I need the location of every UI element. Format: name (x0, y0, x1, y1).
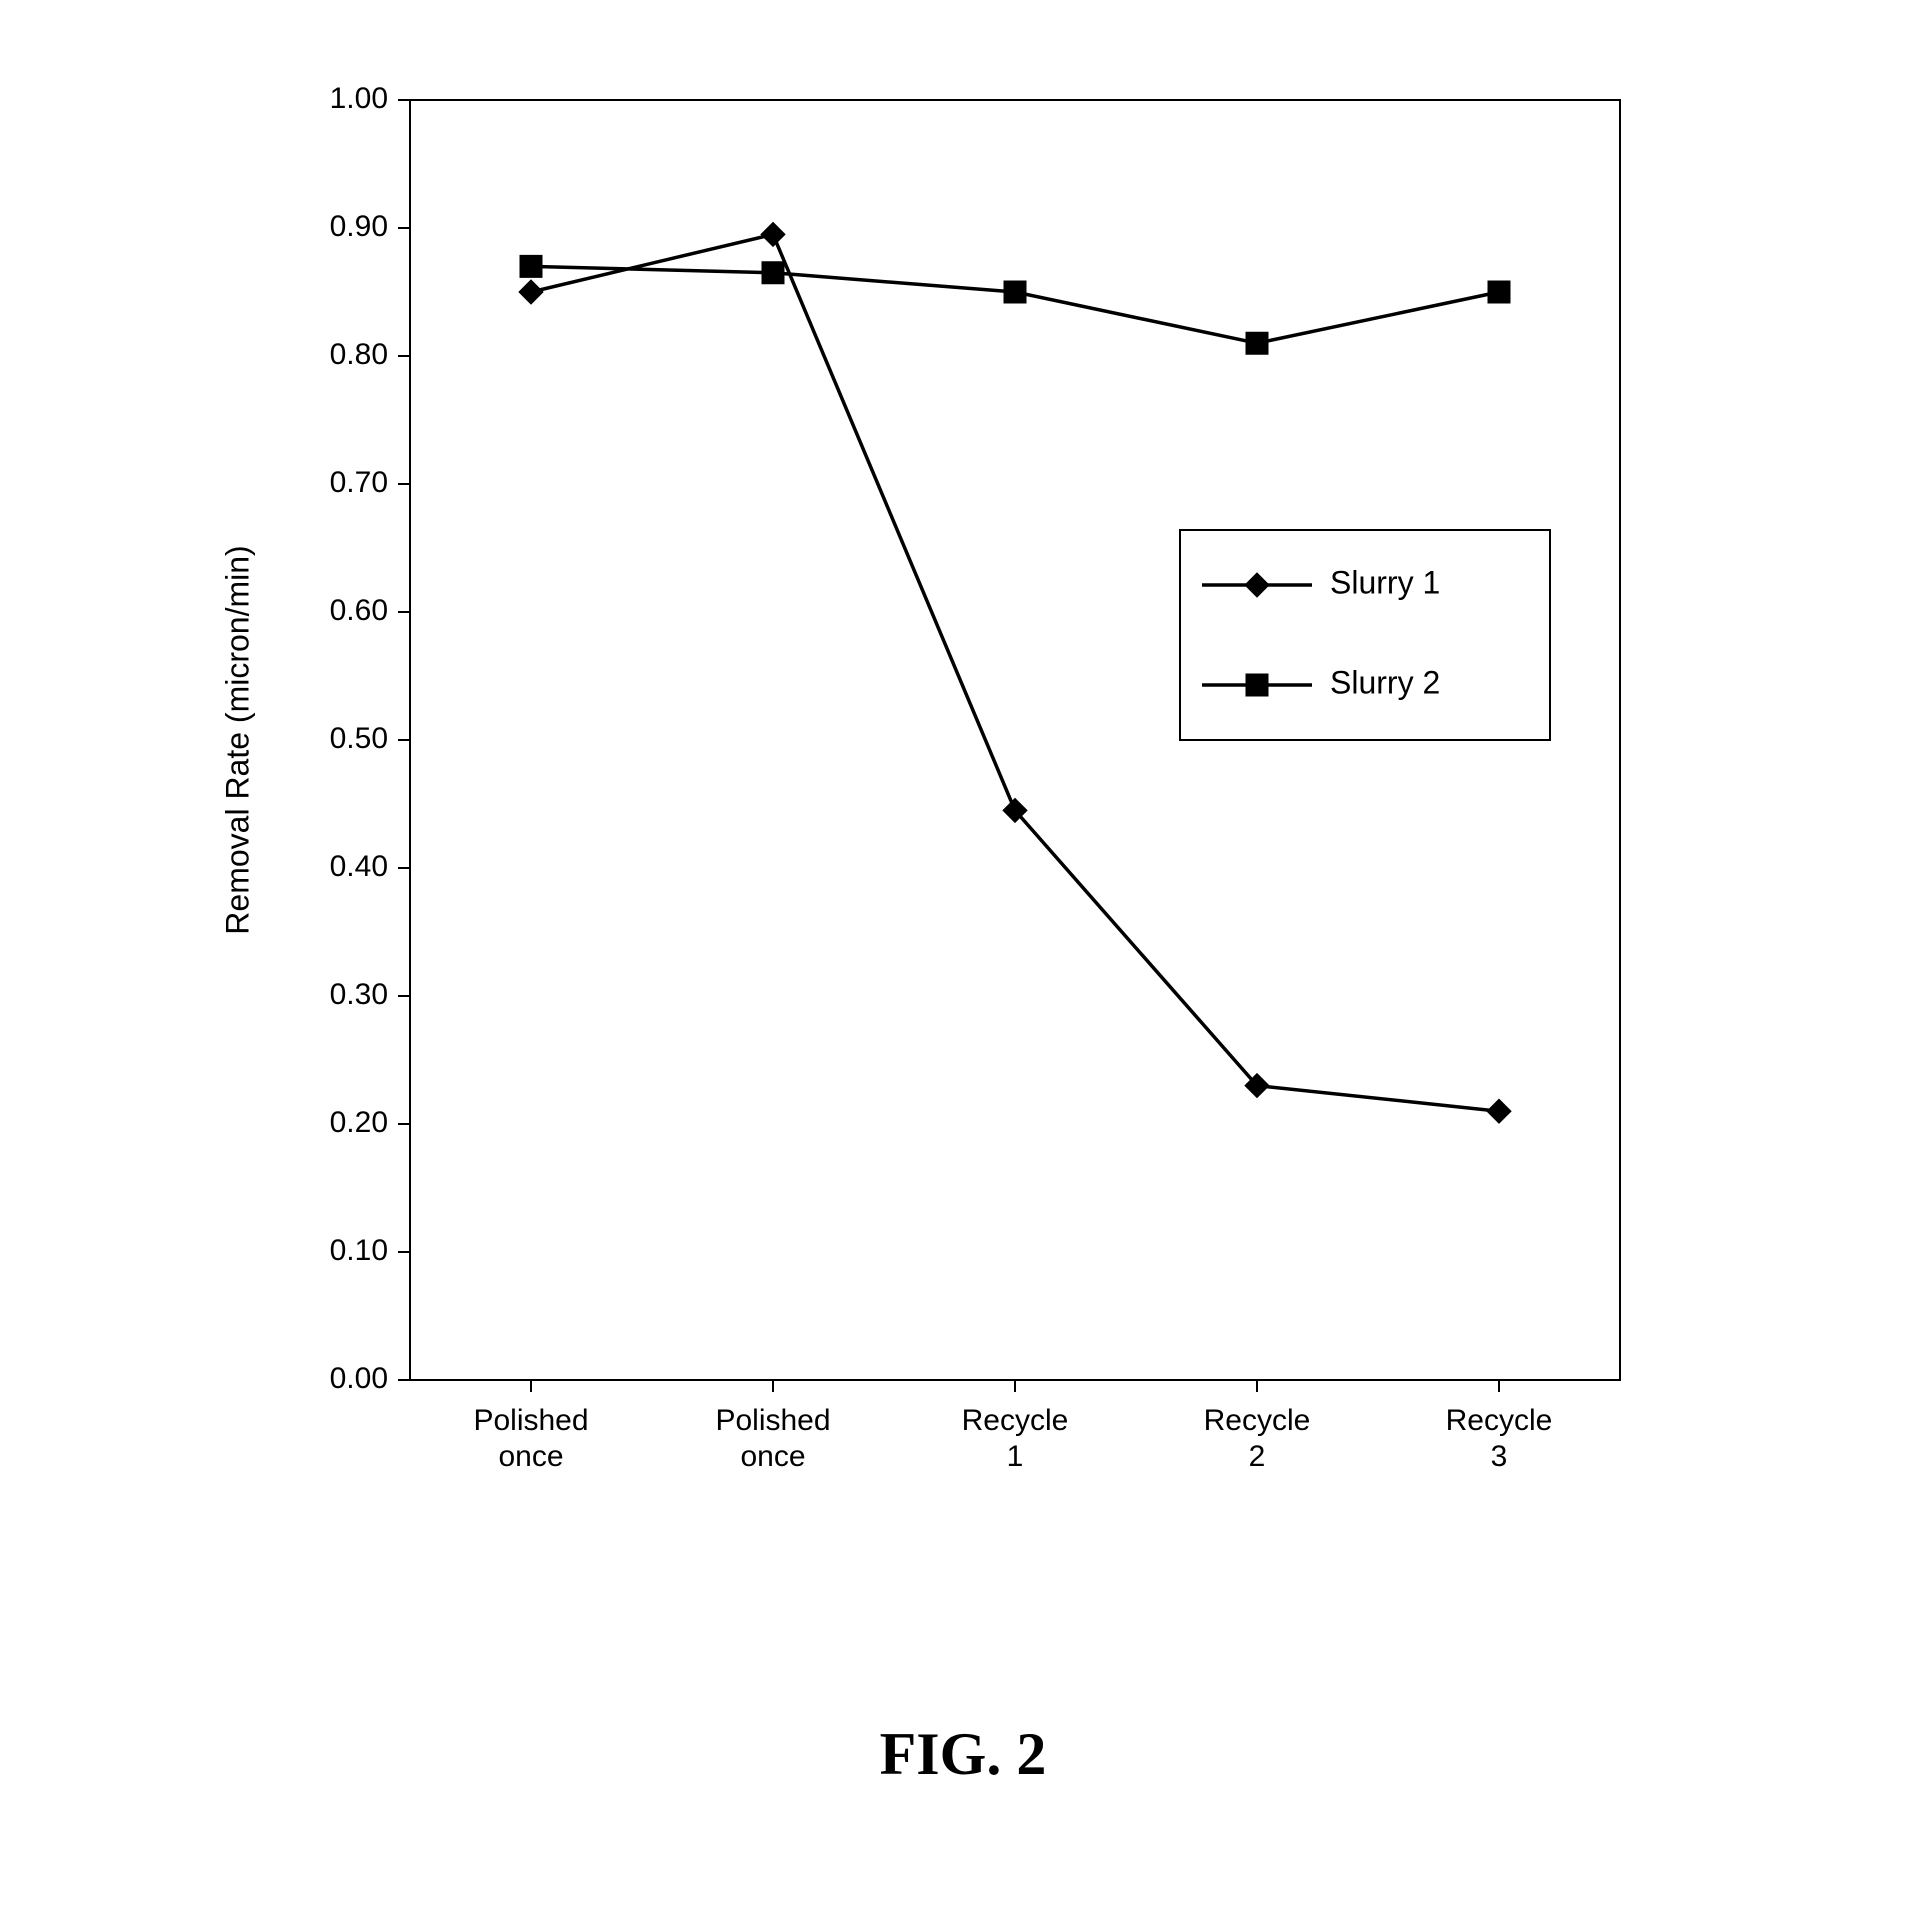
svg-text:Recycle1: Recycle1 (962, 1404, 1069, 1473)
svg-text:0.70: 0.70 (330, 466, 388, 499)
svg-text:Removal Rate (micron/min): Removal Rate (micron/min) (219, 545, 255, 934)
svg-text:Recycle3: Recycle3 (1446, 1404, 1553, 1473)
svg-text:0.20: 0.20 (330, 1106, 388, 1139)
series-marker-slurry2 (762, 262, 784, 284)
svg-text:0.00: 0.00 (330, 1362, 388, 1395)
chart-svg: 0.00 0.10 0.20 0.30 0.40 0.50 0.60 0.70 0.80 0.90… (120, 60, 1650, 1590)
svg-text:0.10: 0.10 (330, 1234, 388, 1267)
series-marker-slurry2 (1246, 332, 1268, 354)
removal-rate-chart: 0.00 0.10 0.20 0.30 0.40 0.50 0.60 0.70 0.80 0.90… (120, 60, 1650, 1590)
svg-text:0.60: 0.60 (330, 594, 388, 627)
legend-label-slurry2: Slurry 2 (1330, 664, 1440, 700)
svg-text:1.00: 1.00 (330, 82, 388, 115)
svg-text:Polishedonce: Polishedonce (473, 1404, 588, 1473)
figure-caption: FIG. 2 (0, 1720, 1926, 1789)
svg-text:0.40: 0.40 (330, 850, 388, 883)
legend-label-slurry1: Slurry 1 (1330, 564, 1440, 600)
series-marker-slurry2 (1004, 281, 1026, 303)
svg-text:0.50: 0.50 (330, 722, 388, 755)
svg-text:0.80: 0.80 (330, 338, 388, 371)
svg-text:0.90: 0.90 (330, 210, 388, 243)
chart-legend: Slurry 1 Slurry 2 (1180, 530, 1550, 740)
svg-text:0.30: 0.30 (330, 978, 388, 1011)
svg-text:Polishedonce: Polishedonce (715, 1404, 830, 1473)
series-marker-slurry2 (1488, 281, 1510, 303)
series-marker-slurry2 (520, 255, 542, 277)
svg-text:Recycle2: Recycle2 (1204, 1404, 1311, 1473)
